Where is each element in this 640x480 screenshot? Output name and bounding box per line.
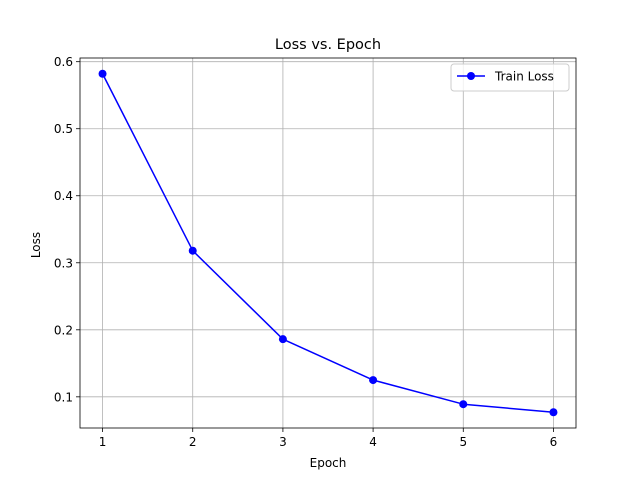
series-layer: [98, 69, 558, 417]
data-point: [188, 246, 197, 255]
legend-series-label: Train Loss: [494, 70, 554, 84]
y-axis-label: Loss: [29, 232, 43, 258]
x-tick-label: 4: [369, 435, 377, 449]
x-axis-label: Epoch: [310, 456, 347, 470]
y-axis-ticks: 0.1 0.2 0.3 0.4 0.5 0.6: [54, 55, 80, 404]
x-tick-label: 2: [189, 435, 197, 449]
chart-title: Loss vs. Epoch: [275, 37, 381, 53]
legend-series-marker: [467, 72, 475, 80]
data-point: [98, 69, 107, 78]
y-tick-label: 0.3: [54, 256, 73, 270]
y-tick-label: 0.1: [54, 390, 73, 404]
x-axis-ticks: 1 2 3 4 5 6: [99, 428, 558, 449]
x-tick-label: 6: [550, 435, 558, 449]
plot-area-border: [79, 57, 577, 429]
x-tick-label: 5: [459, 435, 467, 449]
y-tick-label: 0.4: [54, 189, 73, 203]
legend-box: [450, 63, 570, 92]
y-tick-label: 0.5: [54, 122, 73, 136]
data-point: [369, 376, 378, 385]
y-tick-label: 0.6: [54, 55, 73, 69]
data-point: [278, 335, 287, 344]
x-tick-label: 1: [99, 435, 107, 449]
grid-lines: [80, 58, 576, 428]
data-point: [549, 408, 558, 417]
axes-frame: [79, 57, 577, 429]
x-tick-label: 3: [279, 435, 287, 449]
data-point: [459, 400, 468, 409]
series-line: [101, 73, 554, 413]
y-tick-label: 0.2: [54, 323, 73, 337]
legend: Train Loss: [450, 63, 570, 92]
